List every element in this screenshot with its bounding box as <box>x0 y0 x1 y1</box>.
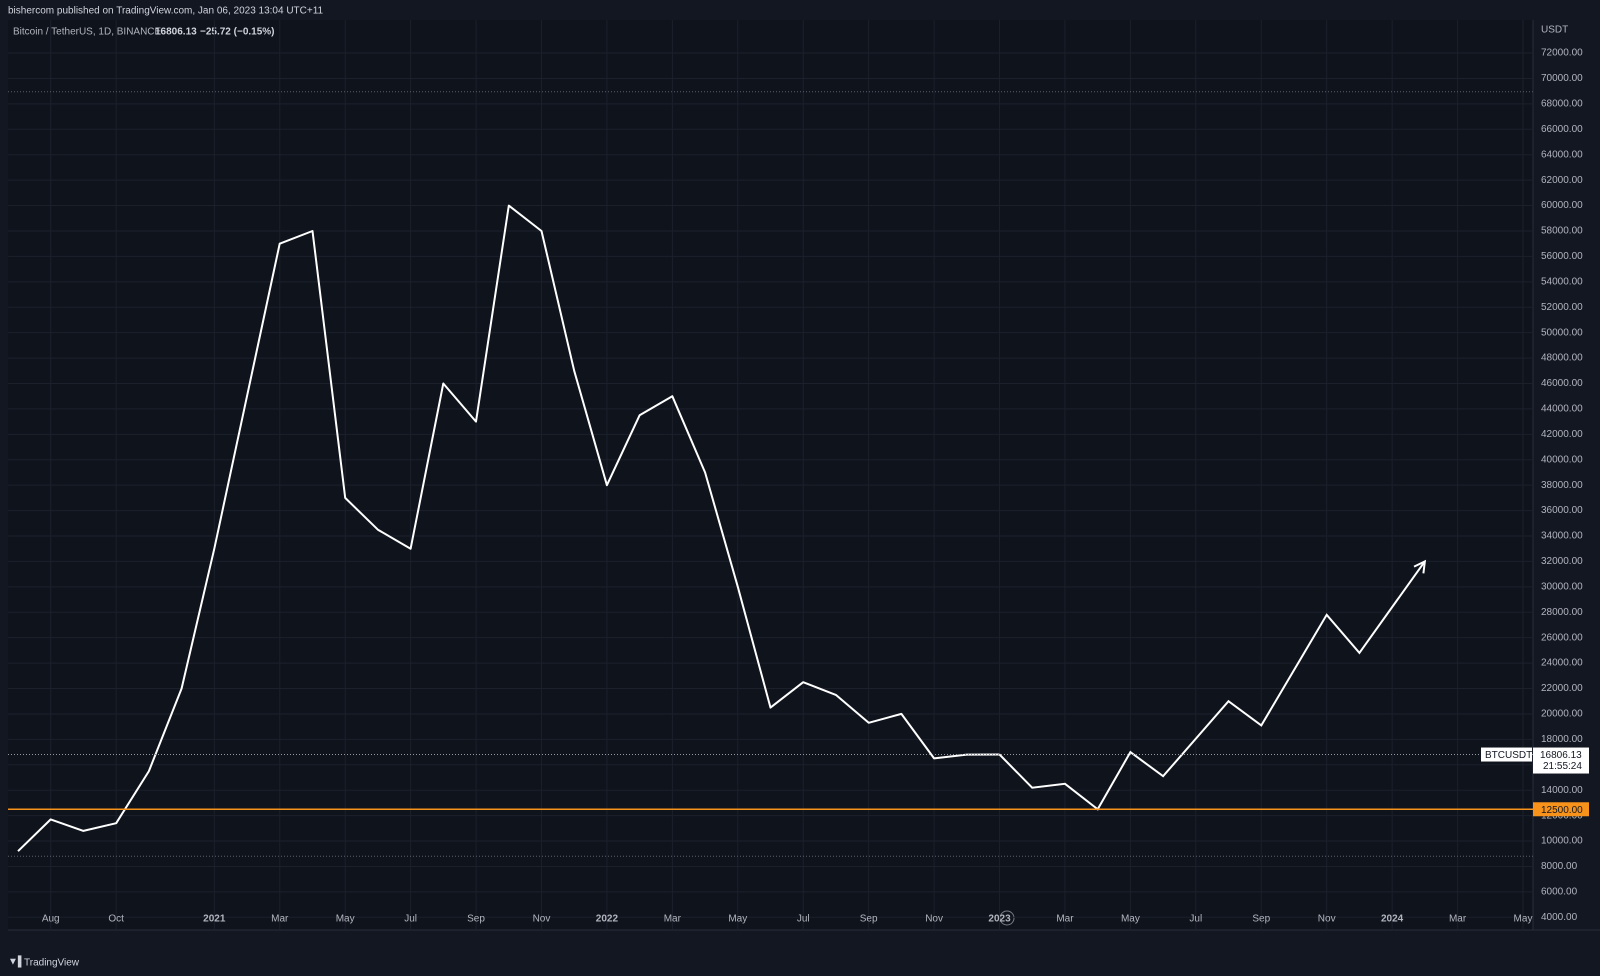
y-tick-label: 48000.00 <box>1541 353 1583 364</box>
y-tick-label: 8000.00 <box>1541 861 1578 872</box>
ticker-box <box>1481 747 1532 762</box>
y-tick-label: 54000.00 <box>1541 276 1583 287</box>
y-tick-label: 72000.00 <box>1541 48 1583 59</box>
x-tick-label: Jul <box>1189 914 1202 925</box>
y-tick-label: 62000.00 <box>1541 175 1583 186</box>
y-tick-label: 14000.00 <box>1541 785 1583 796</box>
x-tick-label: Sep <box>860 914 878 925</box>
y-tick-label: 40000.00 <box>1541 454 1583 465</box>
brand: ▼▌ <box>8 955 25 969</box>
projection-line <box>998 560 1426 811</box>
header: bishercom published on TradingView.com, … <box>8 6 324 17</box>
x-tick-label: May <box>728 914 747 925</box>
x-tick-label: 2024 <box>1381 914 1404 925</box>
y-tick-label: 32000.00 <box>1541 556 1583 567</box>
x-tick-label: May <box>336 914 355 925</box>
last-price-box <box>1533 747 1589 774</box>
x-tick-label: Mar <box>1056 914 1074 925</box>
y-tick-label: 28000.00 <box>1541 607 1583 618</box>
plot-area <box>8 20 1533 930</box>
y-tick-label: 18000.00 <box>1541 734 1583 745</box>
y-tick-label: 26000.00 <box>1541 632 1583 643</box>
x-tick-label: 2022 <box>596 914 619 925</box>
x-tick-label: Sep <box>467 914 485 925</box>
y-tick-label: 38000.00 <box>1541 480 1583 491</box>
last-price-label: 16806.13 <box>1540 750 1582 761</box>
x-tick-label: 2021 <box>203 914 226 925</box>
x-tick-label: Mar <box>664 914 682 925</box>
y-tick-label: 50000.00 <box>1541 327 1583 338</box>
y-tick-label: 42000.00 <box>1541 429 1583 440</box>
price-line <box>17 204 1000 852</box>
y-tick-label: 60000.00 <box>1541 200 1583 211</box>
x-tick-label: Mar <box>271 914 289 925</box>
y-tick-label: 46000.00 <box>1541 378 1583 389</box>
y-tick-label: 64000.00 <box>1541 149 1583 160</box>
y-tick-label: 4000.00 <box>1541 912 1578 923</box>
x-tick-label: 2023 <box>988 914 1011 925</box>
x-tick-label: Nov <box>925 914 943 925</box>
y-tick-label: 52000.00 <box>1541 302 1583 313</box>
y-tick-label: 24000.00 <box>1541 658 1583 669</box>
ticker-label: BTCUSDT <box>1485 750 1532 761</box>
x-tick-label: Nov <box>533 914 551 925</box>
y-tick-label: 10000.00 <box>1541 836 1583 847</box>
y-tick-label: 58000.00 <box>1541 226 1583 237</box>
y-tick-label: 36000.00 <box>1541 505 1583 516</box>
y-tick-label: 66000.00 <box>1541 124 1583 135</box>
last-price: 16806.13 <box>155 27 197 38</box>
y-tick-label: 34000.00 <box>1541 531 1583 542</box>
y-tick-label: 6000.00 <box>1541 887 1578 898</box>
level-label: 12500.00 <box>1541 805 1583 816</box>
countdown: 21:55:24 <box>1543 761 1582 772</box>
axis-unit: USDT <box>1541 25 1568 36</box>
y-tick-label: 30000.00 <box>1541 581 1583 592</box>
x-tick-label: Jul <box>797 914 810 925</box>
change: −25.72 (−0.15%) <box>200 27 275 38</box>
x-tick-label: Mar <box>1449 914 1467 925</box>
y-tick-label: 68000.00 <box>1541 99 1583 110</box>
x-tick-label: Aug <box>42 914 60 925</box>
level-label-box <box>1533 802 1589 817</box>
symbol: Bitcoin / TetherUS, 1D, BINANCE <box>13 27 162 38</box>
projection-arrowhead <box>1413 559 1427 574</box>
x-tick-label: Oct <box>108 914 124 925</box>
x-tick-label: Jul <box>404 914 417 925</box>
y-tick-label: 20000.00 <box>1541 709 1583 720</box>
grid <box>8 20 1533 930</box>
x-tick-label: May <box>1121 914 1140 925</box>
y-tick-label: 56000.00 <box>1541 251 1583 262</box>
x-tick-label: May <box>1514 914 1533 925</box>
x-tick-label: Nov <box>1318 914 1336 925</box>
x-tick-label: Sep <box>1252 914 1270 925</box>
y-tick-label: 22000.00 <box>1541 683 1583 694</box>
y-tick-label: 70000.00 <box>1541 73 1583 84</box>
brand-name: TradingView <box>24 958 80 969</box>
y-tick-label: 44000.00 <box>1541 404 1583 415</box>
